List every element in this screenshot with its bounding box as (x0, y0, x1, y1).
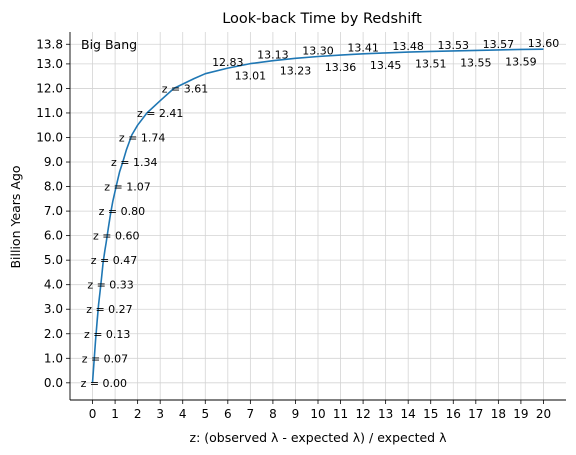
x-tick-label: 6 (224, 407, 232, 421)
redshift-label: z = 1.34 (111, 156, 157, 169)
y-tick-label: 10.0 (36, 130, 63, 144)
x-tick-label: 11 (333, 407, 348, 421)
lookback-value-label: 13.13 (257, 49, 289, 62)
lookback-value-label: 13.53 (438, 39, 470, 52)
y-tick-label: 3.0 (44, 302, 63, 316)
lookback-value-label: 13.57 (483, 38, 515, 51)
grid (70, 32, 566, 400)
y-axis-label: Billion Years Ago (8, 165, 23, 268)
x-tick-label: 17 (468, 407, 483, 421)
y-tick-label: 8.0 (44, 180, 63, 194)
x-tick-label: 14 (401, 407, 416, 421)
lookback-value-label: 13.45 (370, 59, 402, 72)
y-tick-label: 9.0 (44, 155, 63, 169)
redshift-label: z = 0.80 (99, 205, 145, 218)
x-tick-label: 1 (111, 407, 119, 421)
x-tick-label: 15 (423, 407, 438, 421)
x-tick-label: 10 (310, 407, 325, 421)
x-tick-label: 2 (134, 407, 142, 421)
x-tick-label: 18 (491, 407, 506, 421)
x-tick-label: 8 (269, 407, 277, 421)
redshift-label: z = 1.74 (119, 131, 165, 144)
redshift-label: z = 2.41 (137, 107, 183, 120)
x-axis-label: z: (observed λ - expected λ) / expected … (190, 430, 448, 445)
y-tick-label: 2.0 (44, 327, 63, 341)
x-tick-label: 7 (247, 407, 255, 421)
x-tick-label: 16 (446, 407, 461, 421)
lookback-value-label: 13.41 (347, 42, 379, 55)
y-tick-label: 11.0 (36, 106, 63, 120)
y-tick-label: 6.0 (44, 229, 63, 243)
x-tick-label: 0 (89, 407, 97, 421)
y-axis-ticks: 0.0 1.0 2.0 3.0 4.0 5.0 6.0 7.0 8.0 9.0 10.0 11.0 12… (36, 37, 70, 390)
lookback-value-label: 12.83 (212, 56, 244, 69)
redshift-label: z = 0.47 (91, 254, 137, 267)
x-tick-label: 5 (201, 407, 209, 421)
x-tick-label: 20 (536, 407, 551, 421)
lookback-value-label: 13.01 (235, 70, 267, 83)
lookback-value-label: 13.51 (415, 57, 447, 70)
redshift-label: z = 0.27 (86, 303, 132, 316)
lookback-value-label: 13.36 (325, 61, 357, 74)
x-tick-label: 9 (292, 407, 300, 421)
lookback-curve (91, 48, 544, 383)
x-tick-label: 19 (513, 407, 528, 421)
lookback-value-label: 13.55 (460, 56, 492, 69)
redshift-label: z = 0.00 (81, 377, 127, 390)
redshift-label: z = 0.13 (84, 328, 130, 341)
series (91, 48, 544, 383)
x-tick-label: 12 (355, 407, 370, 421)
redshift-label: z = 3.61 (162, 82, 208, 95)
x-tick-label: 4 (179, 407, 187, 421)
x-axis-ticks: 0 1 2 3 4 5 6 7 8 9 10 11 12 13 14 15 16 17 18 19 20 (89, 400, 551, 421)
y-tick-label: 12.0 (36, 81, 63, 95)
lookback-value-label: 13.59 (505, 55, 537, 68)
chart-title: Look-back Time by Redshift (222, 11, 422, 27)
x-tick-label: 3 (156, 407, 164, 421)
lookback-value-label: 13.60 (528, 37, 560, 50)
x-tick-label: 13 (378, 407, 393, 421)
y-tick-label: 7.0 (44, 204, 63, 218)
y-tick-label: 13.0 (36, 57, 63, 71)
lookback-value-label: 13.30 (302, 44, 334, 57)
y-tick-label: 13.8 (36, 37, 63, 51)
redshift-label: z = 0.33 (87, 279, 133, 292)
redshift-label: z = 1.07 (104, 181, 150, 194)
y-tick-label: 0.0 (44, 376, 63, 390)
y-tick-label: 1.0 (44, 351, 63, 365)
lookback-value-label: 13.23 (280, 64, 312, 77)
lookback-value-label: 13.48 (392, 40, 424, 53)
y-tick-label: 4.0 (44, 278, 63, 292)
redshift-label: z = 0.60 (93, 230, 139, 243)
y-tick-label: 5.0 (44, 253, 63, 267)
redshift-label: z = 0.07 (82, 352, 128, 365)
big-bang-label: Big Bang (81, 37, 137, 52)
annotations: z = 0.00 z = 0.07 z = 0.13 z = 0.27 z = 0.33… (81, 37, 560, 390)
